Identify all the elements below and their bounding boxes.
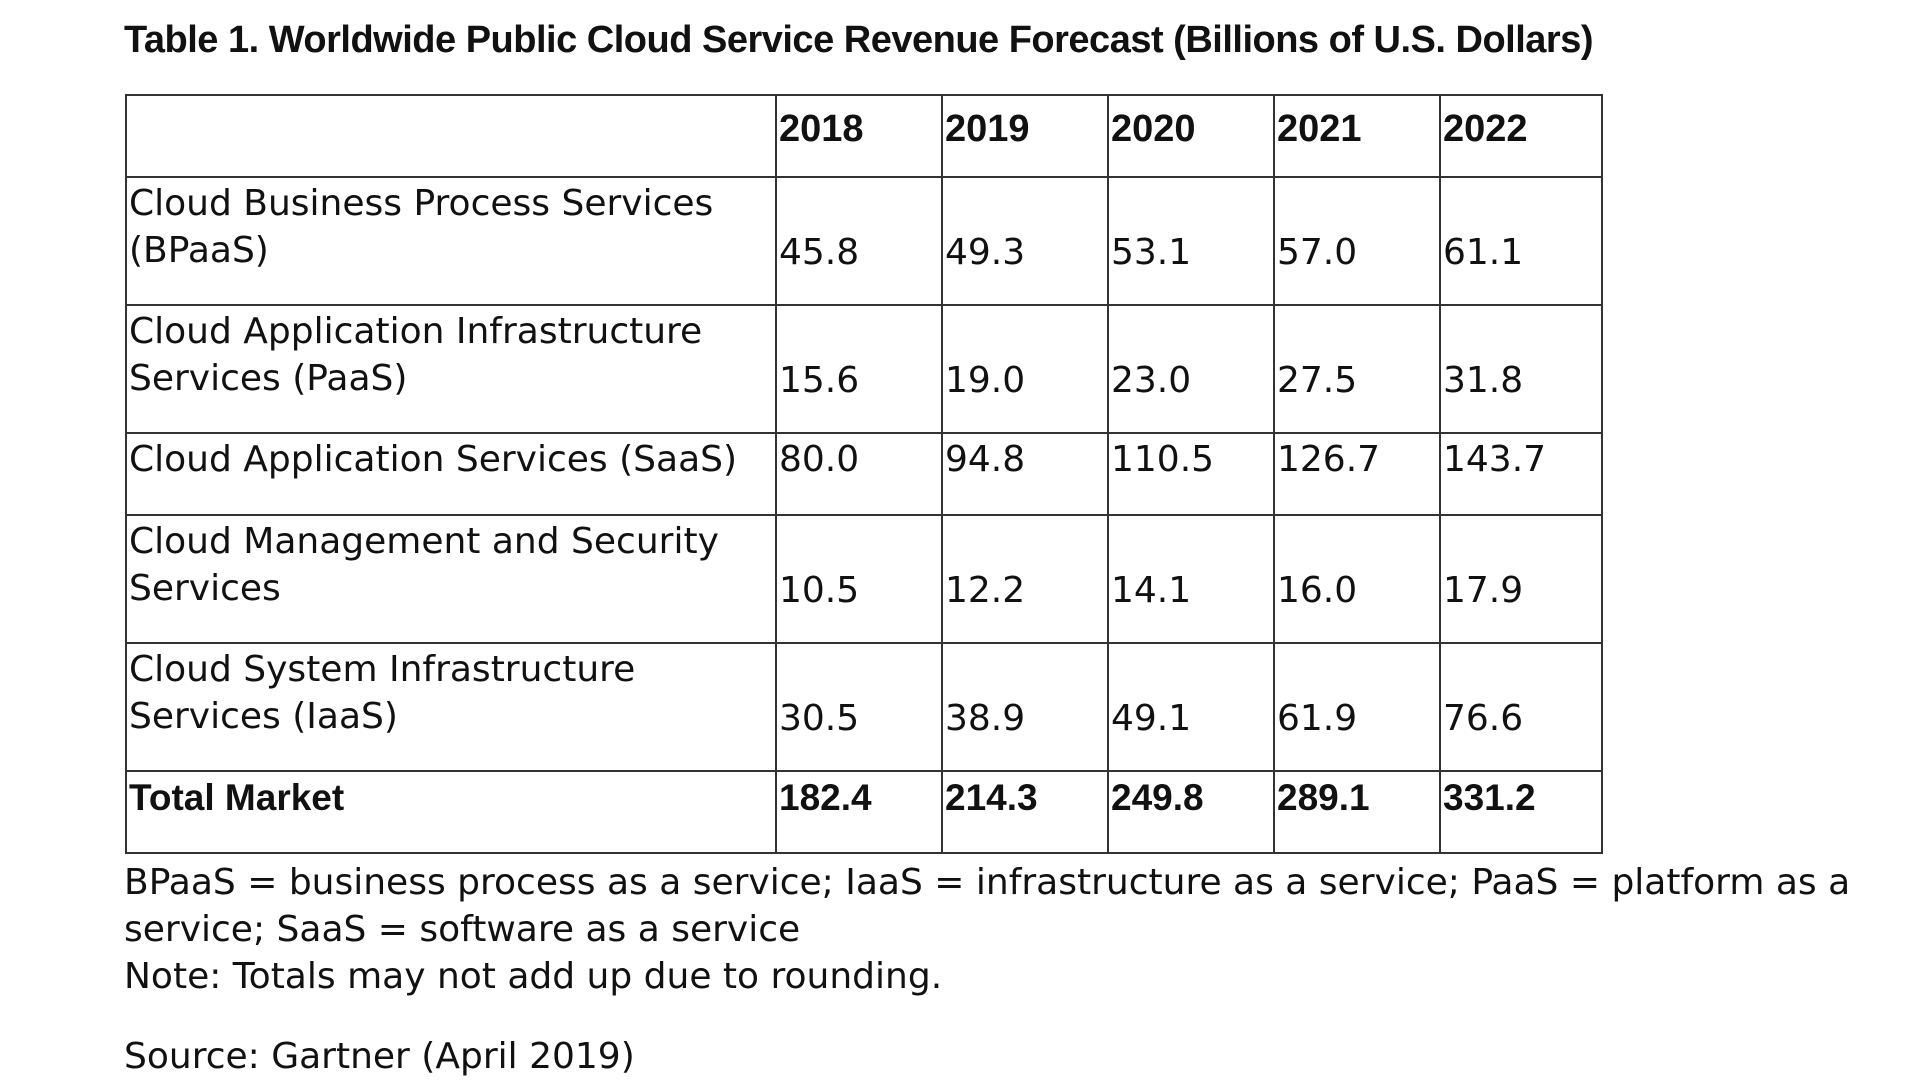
value-cell: 14.1 <box>1107 514 1275 644</box>
table-row: Cloud Application Services (SaaS) 80.0 9… <box>125 432 1603 516</box>
value-cell: 15.6 <box>775 304 943 434</box>
table-row: Cloud Business Process Services (BPaaS) … <box>125 176 1603 306</box>
table-title: Table 1. Worldwide Public Cloud Service … <box>124 19 1593 61</box>
value-cell: 27.5 <box>1273 304 1441 434</box>
value-cell: 23.0 <box>1107 304 1275 434</box>
row-label-paas: Cloud Application Infrastructure Service… <box>125 304 777 434</box>
value-cell: 49.1 <box>1107 642 1275 772</box>
value-cell: 94.8 <box>941 432 1109 516</box>
year-header-2020: 2020 <box>1107 94 1275 178</box>
value-cell: 16.0 <box>1273 514 1441 644</box>
value-cell: 110.5 <box>1107 432 1275 516</box>
revenue-forecast-table: 2018 2019 2020 2021 2022 Cloud Business … <box>125 94 1603 854</box>
value-cell: 143.7 <box>1439 432 1603 516</box>
value-cell: 12.2 <box>941 514 1109 644</box>
total-label: Total Market <box>125 770 777 854</box>
value-cell: 61.1 <box>1439 176 1603 306</box>
value-cell: 30.5 <box>775 642 943 772</box>
row-label-management-security: Cloud Management and Security Services <box>125 514 777 644</box>
total-value-cell: 249.8 <box>1107 770 1275 854</box>
header-corner-cell <box>125 94 777 178</box>
value-cell: 45.8 <box>775 176 943 306</box>
header-row: 2018 2019 2020 2021 2022 <box>125 94 1603 178</box>
value-cell: 76.6 <box>1439 642 1603 772</box>
value-cell: 10.5 <box>775 514 943 644</box>
value-cell: 19.0 <box>941 304 1109 434</box>
rounding-note: Note: Totals may not add up due to round… <box>124 956 943 997</box>
value-cell: 126.7 <box>1273 432 1441 516</box>
abbreviations-footnote: BPaaS = business process as a service; I… <box>124 862 1851 950</box>
year-header-2021: 2021 <box>1273 94 1441 178</box>
value-cell: 49.3 <box>941 176 1109 306</box>
row-label-iaas: Cloud System Infrastructure Services (Ia… <box>125 642 777 772</box>
value-cell: 17.9 <box>1439 514 1603 644</box>
total-value-cell: 214.3 <box>941 770 1109 854</box>
value-cell: 38.9 <box>941 642 1109 772</box>
total-row: Total Market 182.4 214.3 249.8 289.1 331… <box>125 770 1603 854</box>
year-header-2019: 2019 <box>941 94 1109 178</box>
total-value-cell: 331.2 <box>1439 770 1603 854</box>
table-row: Cloud System Infrastructure Services (Ia… <box>125 642 1603 772</box>
value-cell: 31.8 <box>1439 304 1603 434</box>
row-label-bpaas: Cloud Business Process Services (BPaaS) <box>125 176 777 306</box>
total-value-cell: 182.4 <box>775 770 943 854</box>
value-cell: 57.0 <box>1273 176 1441 306</box>
row-label-saas: Cloud Application Services (SaaS) <box>125 432 777 516</box>
table-row: Cloud Application Infrastructure Service… <box>125 304 1603 434</box>
year-header-2018: 2018 <box>775 94 943 178</box>
table-row: Cloud Management and Security Services 1… <box>125 514 1603 644</box>
source-line: Source: Gartner (April 2019) <box>124 1036 635 1077</box>
year-header-2022: 2022 <box>1439 94 1603 178</box>
value-cell: 53.1 <box>1107 176 1275 306</box>
total-value-cell: 289.1 <box>1273 770 1441 854</box>
value-cell: 80.0 <box>775 432 943 516</box>
value-cell: 61.9 <box>1273 642 1441 772</box>
